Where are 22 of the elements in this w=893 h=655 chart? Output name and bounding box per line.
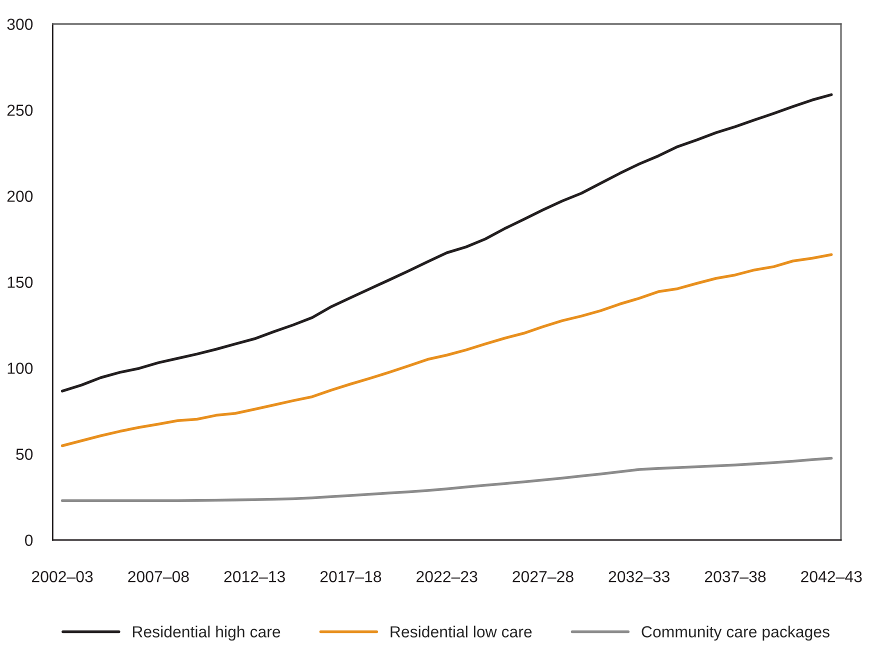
y-tick-label: 50 <box>16 448 33 460</box>
x-tick-label: 2037–38 <box>704 570 766 582</box>
y-tick-label: 250 <box>7 104 33 116</box>
line-series <box>60 253 833 448</box>
legend-label: Residential high care <box>132 626 280 641</box>
x-tick-label: 2007–08 <box>128 570 189 582</box>
y-tick-label: 200 <box>7 190 33 202</box>
y-tick-label: 100 <box>8 362 33 374</box>
x-tick-label: 2027–28 <box>512 570 574 582</box>
legend-label: Community care packages <box>642 626 830 641</box>
y-tick-label: 300 <box>7 18 33 30</box>
x-tick-label: 2002–03 <box>32 570 93 582</box>
x-tick-label: 2022–23 <box>416 570 478 582</box>
legend-label: Residential low care <box>390 626 532 638</box>
x-tick-label: 2012–13 <box>224 570 285 582</box>
x-tick-label: 2042–43 <box>801 570 862 582</box>
y-tick-label: 0 <box>24 534 33 546</box>
x-tick-label: 2032–33 <box>608 570 670 582</box>
line-series <box>60 93 833 392</box>
line-series <box>60 456 833 502</box>
x-tick-label: 2017–18 <box>320 570 382 582</box>
y-tick-label: 150 <box>8 276 33 288</box>
